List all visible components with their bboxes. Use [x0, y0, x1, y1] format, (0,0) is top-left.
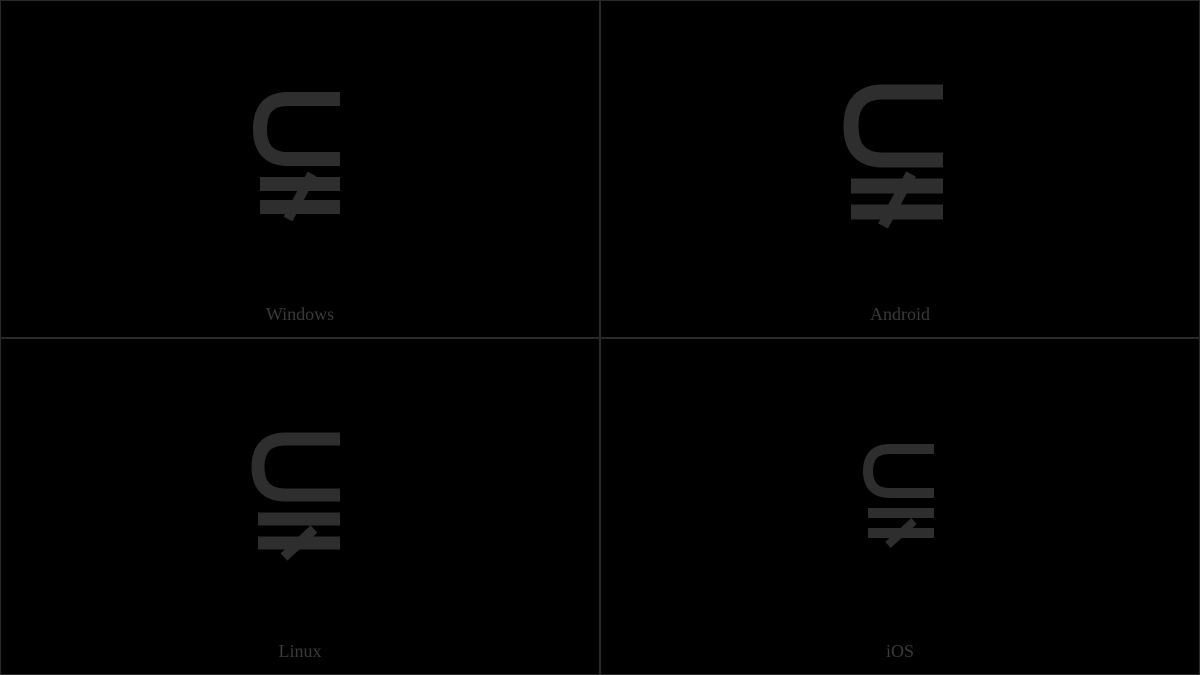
subset-not-equal-icon	[850, 431, 950, 581]
glyph-container-android	[601, 1, 1199, 337]
subset-not-equal-icon	[240, 419, 360, 594]
glyph-container-linux	[1, 339, 599, 675]
subset-not-equal-icon	[240, 79, 360, 259]
platform-label: iOS	[886, 641, 914, 662]
comparison-grid: Windows Android Linux	[0, 0, 1200, 675]
cell-ios: iOS	[600, 338, 1200, 675]
glyph-container-ios	[601, 339, 1199, 675]
platform-label: Linux	[279, 641, 322, 662]
cell-linux: Linux	[0, 338, 600, 675]
platform-label: Android	[870, 304, 930, 325]
cell-android: Android	[600, 0, 1200, 338]
glyph-container-windows	[1, 1, 599, 337]
platform-label: Windows	[266, 304, 334, 325]
subset-not-equal-icon	[835, 74, 965, 264]
cell-windows: Windows	[0, 0, 600, 338]
